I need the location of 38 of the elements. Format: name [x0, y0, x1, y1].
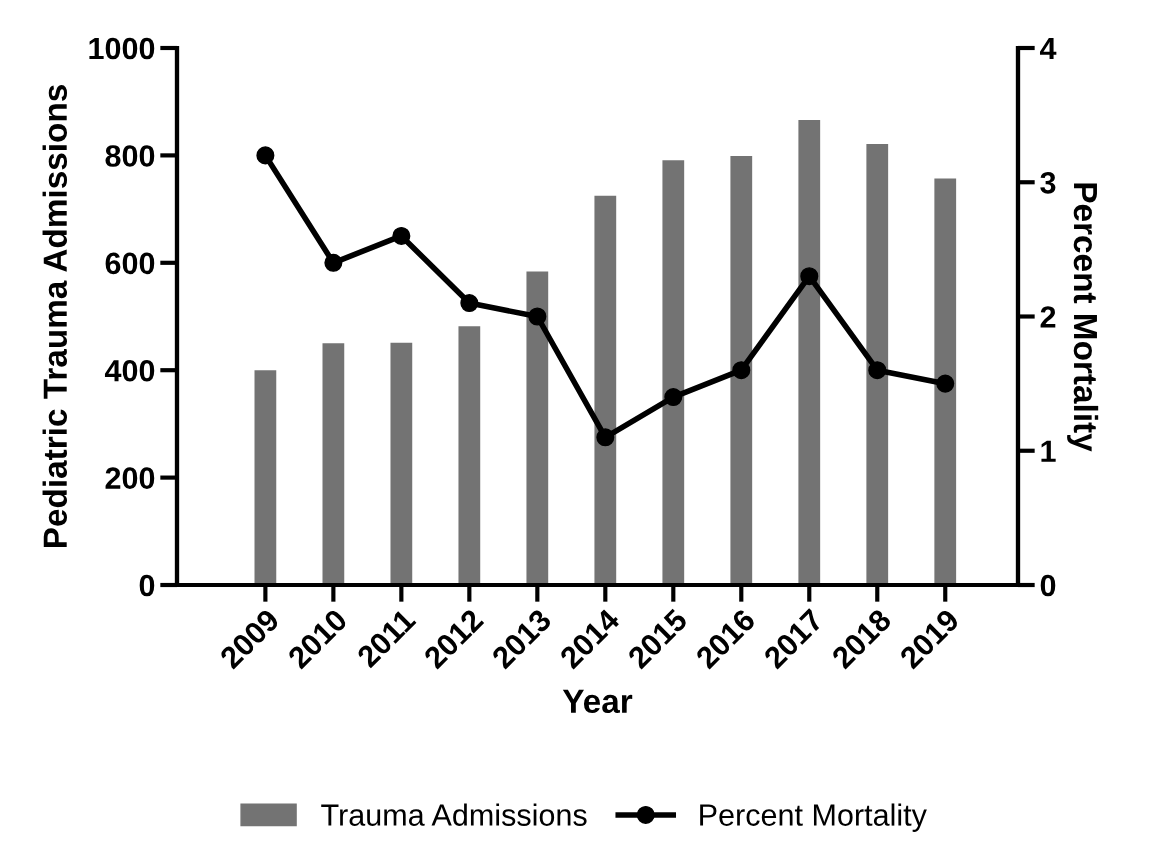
point [936, 374, 955, 393]
bar [730, 155, 753, 585]
bar [390, 342, 413, 585]
y-axis-title: Pediatric Trauma Admissions [42, 85, 68, 548]
y2-tick-label: 2 [1040, 306, 1056, 328]
bar [594, 195, 617, 585]
bar [798, 119, 821, 585]
point [664, 388, 683, 407]
y-tick-label: 600 [105, 252, 155, 275]
point [256, 146, 275, 165]
y-tick-label: 1000 [89, 37, 155, 60]
point [324, 253, 343, 272]
point [392, 226, 411, 245]
point [732, 361, 751, 380]
y2-tick-label: 0 [1040, 574, 1056, 597]
y2-tick-label: 3 [1040, 171, 1056, 194]
bar [254, 370, 277, 585]
y-tick-label: 400 [104, 359, 155, 382]
point [460, 294, 479, 313]
y2-axis-title: Percent Mortality [1067, 183, 1099, 452]
bar [934, 178, 957, 585]
bar [322, 343, 345, 585]
y-tick-label: 0 [139, 574, 155, 597]
legend-label: Percent Mortality [700, 803, 927, 832]
y2-tick-label: 4 [1039, 38, 1057, 60]
point [868, 361, 887, 380]
point [596, 428, 615, 447]
bar [458, 326, 481, 585]
legend-label: Trauma Admissions [321, 803, 587, 826]
point [800, 267, 819, 286]
bar [526, 271, 549, 585]
bar [662, 160, 685, 585]
x-axis-title: Year [562, 689, 633, 714]
point [528, 307, 547, 326]
y-tick-label: 800 [105, 145, 155, 167]
y-tick-label: 200 [105, 467, 155, 489]
y2-tick-label: 1 [1041, 440, 1056, 462]
bar [866, 144, 889, 585]
